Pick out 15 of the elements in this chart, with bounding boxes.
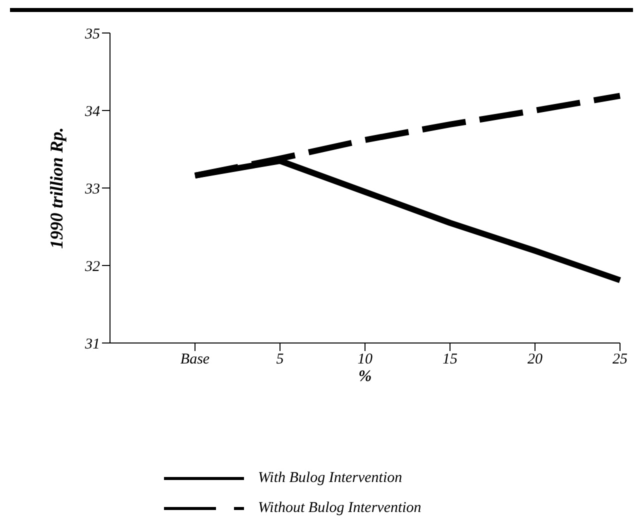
y-tick-label: 32 [84, 258, 100, 275]
y-tick-label: 35 [84, 26, 100, 42]
x-tick-label: 15 [442, 352, 458, 368]
legend-label: Without Bulog Intervention [258, 500, 422, 516]
x-tick-label: 25 [612, 352, 628, 368]
x-tick-label: Base [180, 352, 210, 368]
y-axis-title: 1990 trillion Rp. [46, 127, 66, 249]
x-axis-title: % [358, 368, 372, 385]
y-tick-label: 34 [84, 104, 100, 120]
x-tick-label: 20 [528, 352, 543, 368]
y-tick-label: 31 [84, 336, 100, 352]
legend-label: With Bulog Intervention [258, 470, 402, 486]
y-tick-label: 33 [84, 181, 100, 198]
x-tick-label: 10 [358, 352, 373, 368]
x-tick-label: 5 [276, 352, 284, 368]
